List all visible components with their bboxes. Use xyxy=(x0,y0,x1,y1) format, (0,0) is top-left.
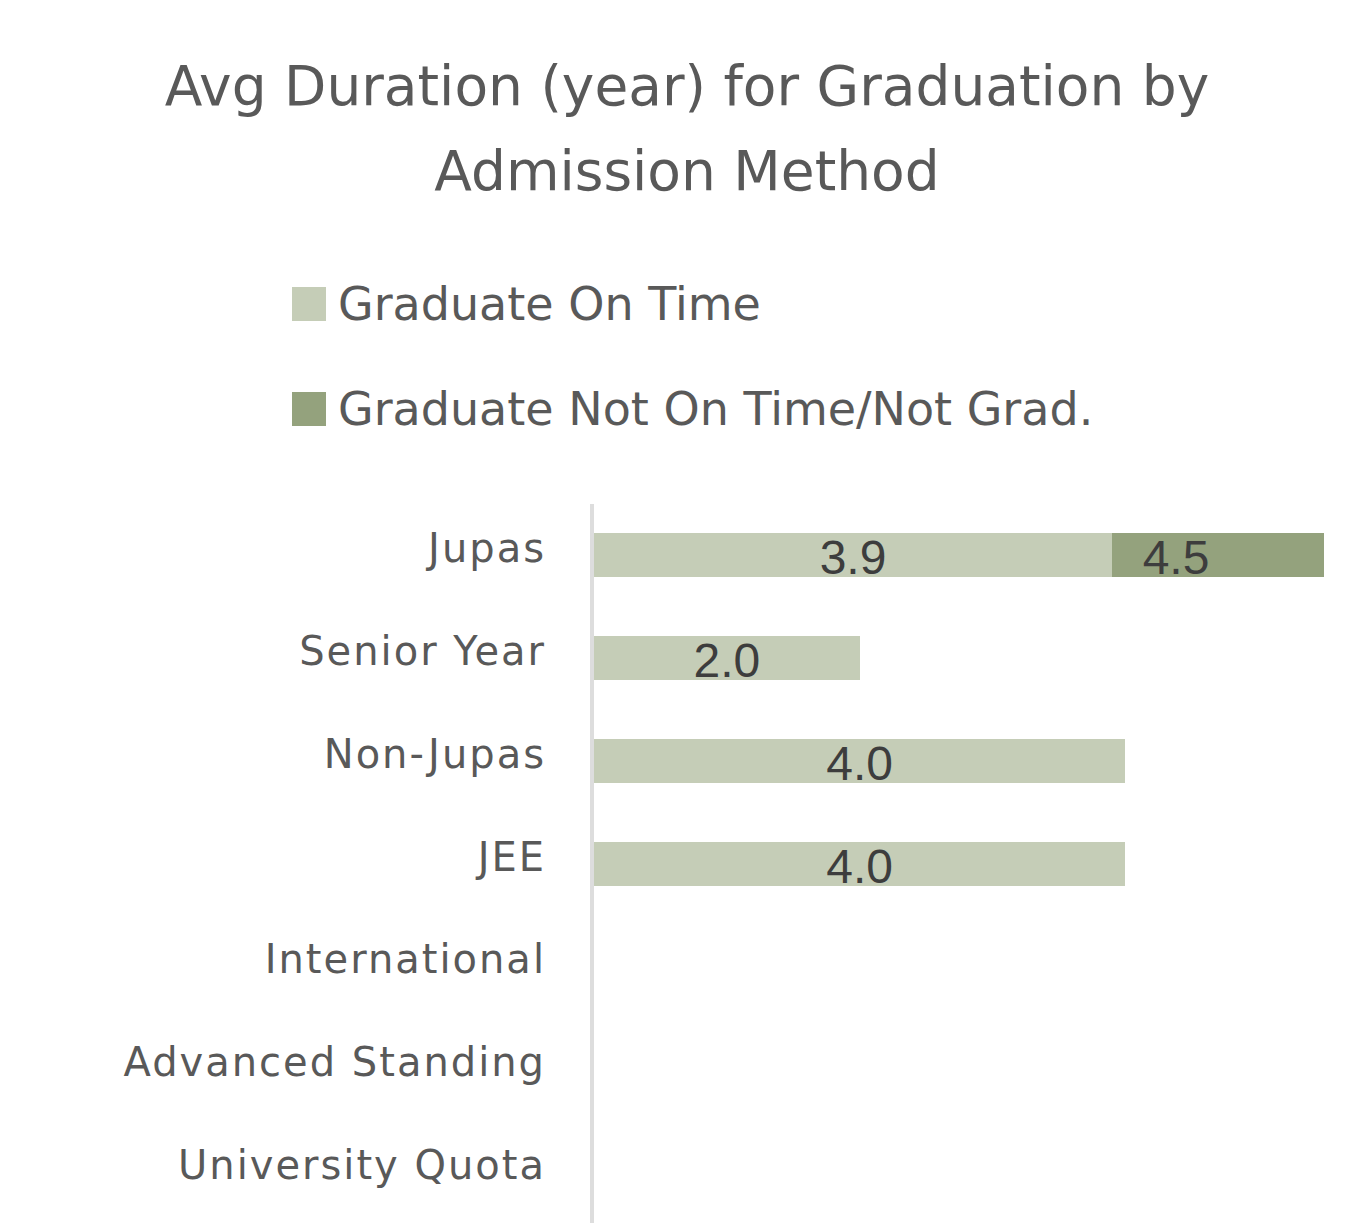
category-label: Jupas xyxy=(0,524,546,572)
category-label: Non-Jupas xyxy=(0,730,546,778)
value-label: 4.0 xyxy=(594,843,1125,891)
legend-swatch-not-on-time xyxy=(292,392,326,426)
category-label: JEE xyxy=(0,833,546,881)
legend-label-on-time: Graduate On Time xyxy=(338,277,761,331)
category-label: Senior Year xyxy=(0,627,546,675)
legend-item-graduate-not-on-time: Graduate Not On Time/Not Grad. xyxy=(292,392,1093,426)
value-label: 2.0 xyxy=(594,637,860,685)
chart-title: Avg Duration (year) for Graduation by Ad… xyxy=(0,44,1360,214)
legend-swatch-on-time xyxy=(292,287,326,321)
chart-title-line1: Avg Duration (year) for Graduation by xyxy=(0,44,1360,129)
value-label: 4.5 xyxy=(1096,534,1256,582)
category-label: International xyxy=(0,935,546,983)
legend-item-graduate-on-time: Graduate On Time xyxy=(292,287,761,321)
chart-title-line2: Admission Method xyxy=(0,129,1360,214)
value-label: 4.0 xyxy=(594,740,1125,788)
value-label: 3.9 xyxy=(594,534,1112,582)
chart-page: Avg Duration (year) for Graduation by Ad… xyxy=(0,0,1360,1228)
category-label: Advanced Standing xyxy=(0,1038,546,1086)
category-label: University Quota xyxy=(0,1141,546,1189)
legend-label-not-on-time: Graduate Not On Time/Not Grad. xyxy=(338,382,1093,436)
